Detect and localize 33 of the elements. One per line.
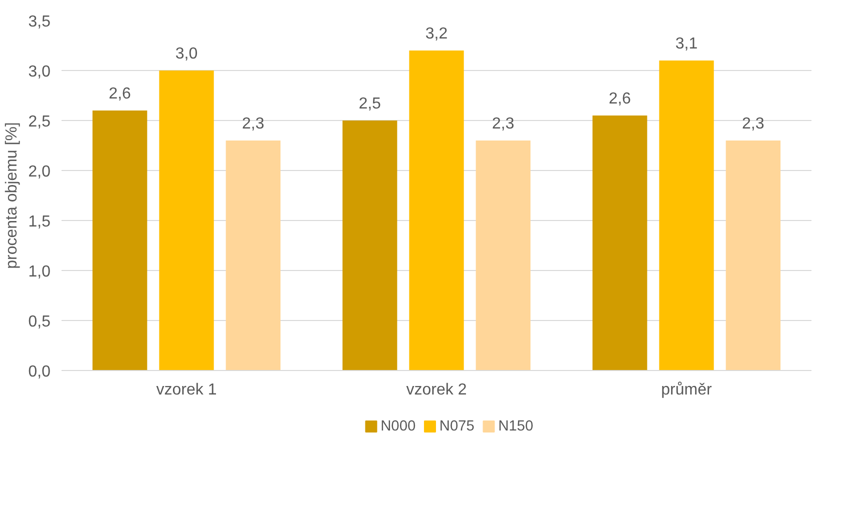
x-tick-label: průměr [661, 382, 713, 398]
legend-label: N150 [498, 418, 534, 434]
y-tick-label: 1,5 [28, 214, 51, 230]
y-tick-label: 3,0 [28, 64, 51, 80]
y-tick-label: 2,5 [28, 114, 51, 130]
data-label: 3,2 [425, 26, 448, 42]
x-tick-label: vzorek 1 [156, 382, 217, 398]
bar [159, 70, 214, 370]
bar [226, 140, 280, 370]
data-label: 2,3 [742, 116, 764, 132]
data-label: 2,6 [608, 90, 632, 108]
bar [92, 110, 148, 370]
x-tick-label: vzorek 2 [406, 382, 467, 398]
y-tick-label: 3,5 [28, 14, 51, 30]
bar [342, 120, 398, 370]
bar [726, 140, 780, 370]
bar [592, 116, 648, 370]
data-label: 2,6 [108, 86, 132, 102]
data-label: 2,5 [358, 96, 382, 112]
y-tick-label: 1,0 [28, 264, 51, 280]
data-label: 2,3 [242, 116, 264, 132]
legend-label: N000 [380, 418, 416, 434]
legend-label: N075 [439, 418, 474, 434]
y-tick-label: 0,5 [28, 314, 51, 330]
y-tick-label: 2,0 [28, 164, 51, 180]
y-axis-title: procenta objemu [%] [3, 122, 20, 269]
y-tick-label: 0,0 [28, 364, 51, 380]
bar [476, 140, 530, 370]
data-label: 2,3 [492, 116, 514, 132]
data-label: 3,1 [675, 36, 698, 52]
bar [409, 50, 464, 370]
data-label: 3,0 [175, 46, 198, 62]
bar [659, 60, 714, 370]
